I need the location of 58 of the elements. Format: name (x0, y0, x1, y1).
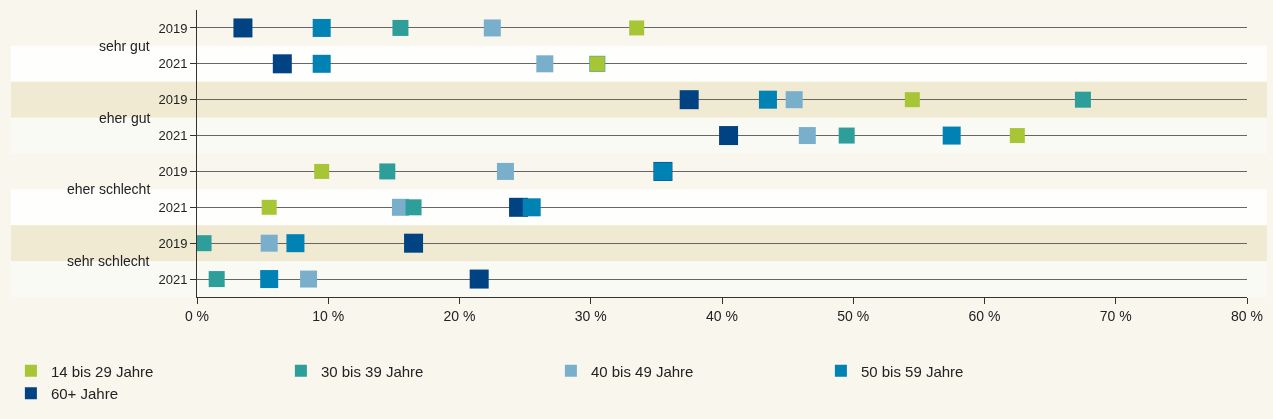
point (260, 234, 278, 252)
point (312, 18, 331, 37)
text: eher gut (99, 110, 151, 126)
y-tick-label: 2019 (158, 92, 188, 108)
y-tick-label: 2021 (158, 56, 188, 72)
point (197, 235, 212, 252)
legend-label: 30 bis 39 Jahre (320, 362, 424, 380)
point (405, 199, 422, 216)
point (300, 270, 318, 288)
point (392, 19, 409, 36)
point (208, 271, 225, 288)
point (272, 54, 292, 74)
x-tick-label: 80 % (1231, 307, 1263, 324)
x-tick-label: 70 % (1099, 307, 1132, 324)
point (469, 269, 489, 289)
y-tick-label: 2019 (158, 20, 188, 36)
legend-label: 50 bis 59 Jahre (860, 362, 964, 380)
x-tick-label: 30 % (574, 307, 607, 324)
point (286, 234, 305, 253)
point (233, 18, 253, 38)
y-tick-label: 2019 (158, 235, 188, 251)
point (942, 126, 961, 145)
text: sehr gut (99, 38, 150, 54)
point (758, 90, 777, 109)
point (629, 20, 645, 36)
point (785, 91, 803, 109)
point (483, 19, 501, 37)
x-tick-label: 40 % (706, 307, 738, 324)
x-tick-label: 60 % (968, 307, 1001, 324)
legend-label: 60+ Jahre (50, 385, 119, 402)
x-tick-label: 10 % (312, 307, 345, 324)
x-tick-label: 20 % (443, 307, 476, 324)
y-tick-label: 2021 (158, 271, 188, 287)
y-tick-label: 2019 (158, 163, 188, 179)
point (496, 162, 514, 180)
point (1009, 128, 1025, 144)
y-tick-label: 2021 (158, 128, 188, 144)
text: eher schlecht (67, 181, 151, 197)
legend-label: 40 bis 49 Jahre (590, 362, 694, 380)
point (260, 270, 279, 289)
point (1074, 91, 1091, 108)
point (404, 233, 424, 253)
point (679, 90, 699, 110)
point (798, 127, 816, 145)
point (314, 163, 330, 179)
point (536, 55, 554, 73)
x-tick-label: 50 % (837, 307, 870, 324)
y-tick-label: 2021 (158, 199, 188, 215)
legend-label: 14 bis 29 Jahre (50, 362, 154, 380)
point (838, 127, 855, 144)
x-tick-label: 0 % (184, 307, 210, 324)
point (379, 163, 396, 180)
point (904, 92, 920, 108)
point (312, 54, 331, 73)
text: sehr schlecht (67, 253, 150, 269)
point (261, 199, 277, 215)
point (719, 126, 739, 146)
point (522, 198, 541, 217)
